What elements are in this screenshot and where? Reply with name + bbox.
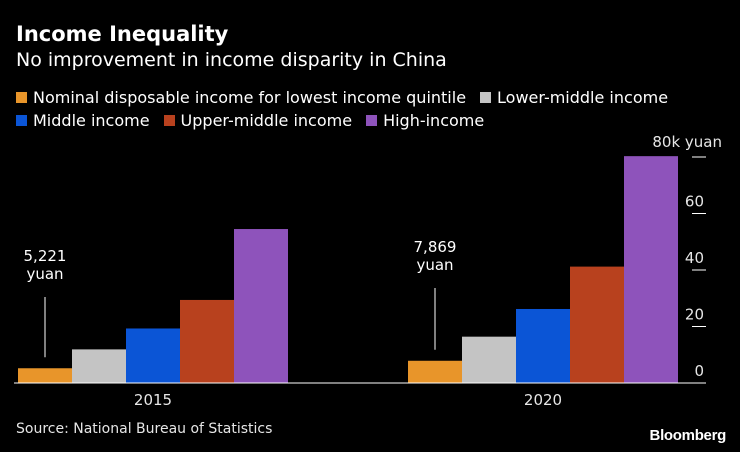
y-tick-label: 40 (685, 249, 704, 267)
legend-swatch (480, 92, 492, 103)
legend-item-lowest: Nominal disposable income for lowest inc… (16, 88, 466, 107)
bar (570, 266, 624, 383)
legend-item-lower-middle: Lower-middle income (480, 88, 668, 107)
legend-swatch (16, 92, 27, 103)
legend-label: High-income (383, 111, 485, 130)
y-tick-label: 60 (685, 193, 704, 211)
annotation-label: 5,221 (24, 247, 67, 265)
y-tick-label: 0 (694, 362, 704, 380)
source-note: Source: National Bureau of Statistics (16, 421, 273, 437)
annotation-label: 7,869 (414, 238, 457, 256)
y-tick-label: 80k yuan (652, 133, 722, 151)
legend-swatch (163, 115, 175, 126)
legend-label: Nominal disposable income for lowest inc… (33, 88, 467, 107)
legend-label: Lower-middle income (497, 88, 669, 107)
legend-swatch (366, 115, 378, 126)
bar (72, 349, 126, 383)
legend-label: Upper-middle income (180, 111, 353, 130)
legend-label: Middle income (33, 111, 150, 130)
annotation-label: yuan (26, 265, 63, 283)
bar (516, 308, 570, 383)
bar (408, 360, 462, 383)
annotation-label: yuan (416, 256, 453, 274)
bar (234, 229, 288, 383)
bar (126, 328, 180, 383)
y-tick-label: 20 (685, 306, 704, 324)
legend-row: Nominal disposable income for lowest inc… (16, 86, 726, 109)
legend-row: Middle income Upper-middle income High-i… (16, 109, 726, 132)
legend-item-upper-middle: Upper-middle income (163, 111, 353, 130)
legend-item-high: High-income (366, 111, 484, 130)
bar (180, 299, 234, 383)
x-tick-label: 2015 (134, 391, 172, 409)
legend: Nominal disposable income for lowest inc… (16, 86, 726, 132)
bar (624, 156, 678, 383)
x-tick-label: 2020 (524, 391, 562, 409)
chart-title: Income Inequality (16, 22, 229, 46)
bar (18, 368, 72, 383)
bar (462, 336, 516, 383)
chart-subtitle: No improvement in income disparity in Ch… (16, 49, 447, 71)
legend-swatch (16, 115, 27, 126)
bloomberg-logo: Bloomberg (649, 427, 727, 444)
legend-item-middle: Middle income (16, 111, 150, 130)
